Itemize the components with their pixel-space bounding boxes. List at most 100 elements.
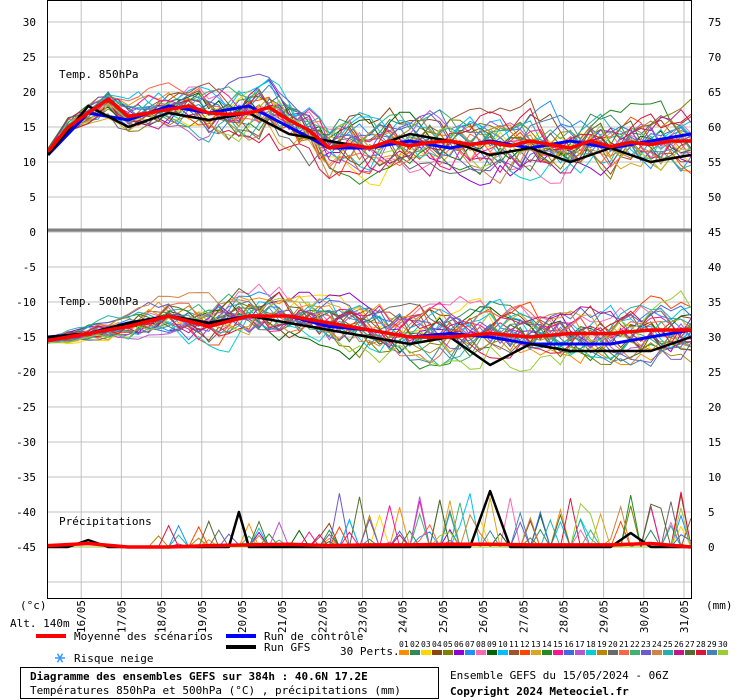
tick-label-right: 70 <box>708 51 721 64</box>
date-label: 16/05 <box>75 600 88 633</box>
perturbation-swatch-04 <box>432 650 442 655</box>
perturbation-number-12: 12 <box>520 640 530 649</box>
perturbation-swatch-17 <box>575 650 585 655</box>
tick-label-left: -45 <box>16 541 36 554</box>
perturbation-swatch-10 <box>498 650 508 655</box>
perturbation-swatch-07 <box>465 650 475 655</box>
perturbation-number-10: 10 <box>498 640 508 649</box>
perturbation-swatch-15 <box>553 650 563 655</box>
date-label: 31/05 <box>678 600 691 633</box>
legend-gfs-label: Run GFS <box>264 641 310 654</box>
tick-label-left: 25 <box>23 51 36 64</box>
perturbation-number-25: 25 <box>663 640 673 649</box>
perturbation-swatch-20 <box>608 650 618 655</box>
perturbation-number-23: 23 <box>641 640 651 649</box>
perturbation-line-30 <box>47 290 692 372</box>
footer-ensemble: Ensemble GEFS du 15/05/2024 - 06Z <box>450 669 669 682</box>
perturbation-number-13: 13 <box>531 640 541 649</box>
perturbation-swatch-27 <box>685 650 695 655</box>
perturbation-number-15: 15 <box>553 640 563 649</box>
legend-snow-label: Risque neige <box>74 652 153 665</box>
perturbation-number-11: 11 <box>509 640 519 649</box>
date-label: 29/05 <box>598 600 611 633</box>
tick-label-right: 30 <box>708 331 721 344</box>
perturbation-number-02: 02 <box>410 640 420 649</box>
perturbation-line-23 <box>47 299 692 364</box>
perturbation-number-28: 28 <box>696 640 706 649</box>
tick-label-left: -5 <box>23 261 36 274</box>
legend-perts-label: 30 Perts. <box>340 645 400 658</box>
perturbation-swatch-05 <box>443 650 453 655</box>
t500-moyenne-des-sc-narios <box>47 314 691 343</box>
perturbation-swatch-22 <box>630 650 640 655</box>
footer-copyright: Copyright 2024 Meteociel.fr <box>450 685 629 698</box>
perturbation-swatch-21 <box>619 650 629 655</box>
perturbation-swatch-23 <box>641 650 651 655</box>
tick-label-right: 10 <box>708 471 721 484</box>
perturbation-swatches: 01 02 03 04 05 06 07 08 09 10 11 12 13 14 15 16 17 18 19 20… <box>399 640 728 655</box>
tick-label-right: 55 <box>708 156 721 169</box>
perturbation-number-17: 17 <box>575 640 585 649</box>
tick-label-left: -10 <box>16 296 36 309</box>
date-label: 26/05 <box>477 600 490 633</box>
perturbation-swatch-08 <box>476 650 486 655</box>
tick-label-left: 5 <box>29 191 36 204</box>
panel-title-precip: Précipitations <box>59 515 152 528</box>
tick-label-right: 0 <box>708 541 715 554</box>
tick-label-left: -35 <box>16 471 36 484</box>
tick-label-left: -30 <box>16 436 36 449</box>
tick-label-left: 10 <box>23 156 36 169</box>
perturbation-number-07: 07 <box>465 640 475 649</box>
perturbation-line-11 <box>47 305 692 342</box>
perturbation-line-26 <box>47 303 692 350</box>
panel-title-t850: Temp. 850hPa <box>59 68 138 81</box>
perturbation-line-18 <box>47 78 692 182</box>
perturbation-swatch-26 <box>674 650 684 655</box>
perturbation-swatch-06 <box>454 650 464 655</box>
date-label: 24/05 <box>397 600 410 633</box>
perturbation-swatch-12 <box>520 650 530 655</box>
perturbation-number-09: 09 <box>487 640 497 649</box>
tick-label-left: 30 <box>23 16 36 29</box>
tick-label-right: 35 <box>708 296 721 309</box>
perturbation-swatch-29 <box>707 650 717 655</box>
date-label: 30/05 <box>638 600 651 633</box>
perturbation-number-08: 08 <box>476 640 486 649</box>
date-label: 22/05 <box>316 600 329 633</box>
tick-label-left: -20 <box>16 366 36 379</box>
axis-ticks: 302520151050-5-10-15-20-25-30-35-40-4575… <box>16 16 721 633</box>
perturbation-line-13 <box>48 295 692 347</box>
perturbation-number-24: 24 <box>652 640 662 649</box>
date-label: 17/05 <box>115 600 128 633</box>
perturbation-number-21: 21 <box>619 640 629 649</box>
perturbation-number-27: 27 <box>685 640 695 649</box>
footer-subtitle: Températures 850hPa et 500hPa (°C) , pré… <box>30 684 401 697</box>
unit-left-label: (°c) <box>20 599 47 612</box>
perturbation-swatch-19 <box>597 650 607 655</box>
unit-right-label: (mm) <box>706 599 733 612</box>
perturbation-number-22: 22 <box>630 640 640 649</box>
altitude-label: Alt. 140m <box>10 617 70 630</box>
perturbation-swatch-16 <box>564 650 574 655</box>
precip-moyenne-des-sc-narios <box>47 541 692 549</box>
tick-label-left: 20 <box>23 86 36 99</box>
t850-moyenne-des-sc-narios <box>46 97 691 153</box>
perturbation-number-29: 29 <box>707 640 717 649</box>
date-label: 21/05 <box>276 600 289 633</box>
perturbation-number-01: 01 <box>399 640 409 649</box>
tick-label-right: 45 <box>708 226 721 239</box>
perturbation-number-05: 05 <box>443 640 453 649</box>
perturbation-number-30: 30 <box>718 640 728 649</box>
tick-label-right: 75 <box>708 16 721 29</box>
date-label: 18/05 <box>156 600 169 633</box>
tick-label-right: 65 <box>708 86 721 99</box>
perturbation-number-19: 19 <box>597 640 607 649</box>
date-label: 27/05 <box>517 600 530 633</box>
perturbation-number-14: 14 <box>542 640 552 649</box>
perturbation-swatch-28 <box>696 650 706 655</box>
tick-label-left: 15 <box>23 121 36 134</box>
date-label: 28/05 <box>557 600 570 633</box>
footer-title: Diagramme des ensembles GEFS sur 384h : … <box>30 670 368 683</box>
perturbation-swatch-03 <box>421 650 431 655</box>
perturbation-swatch-18 <box>586 650 596 655</box>
